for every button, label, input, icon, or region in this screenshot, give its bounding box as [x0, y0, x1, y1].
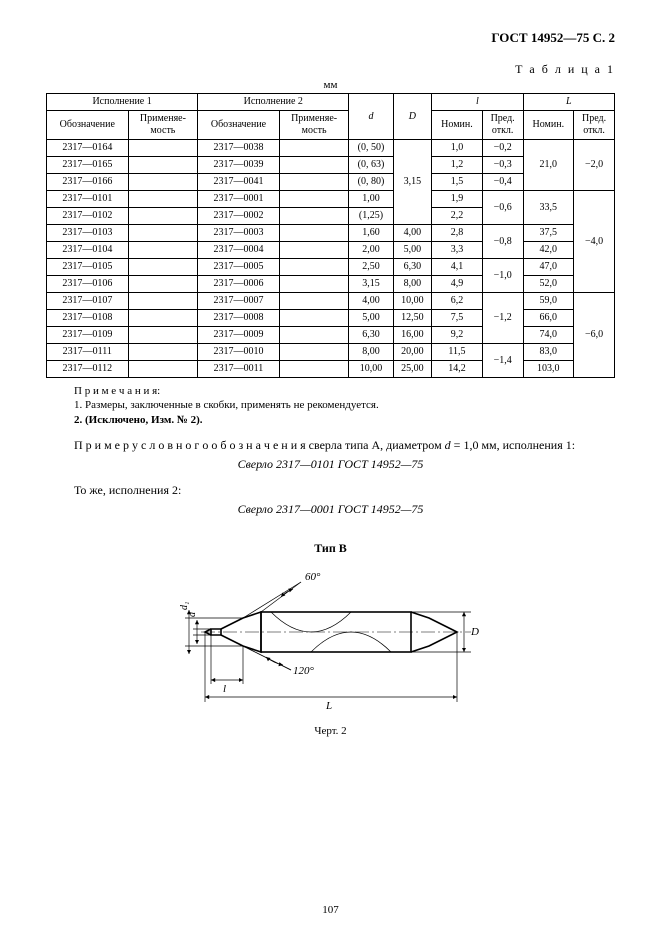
- angle-60: 60°: [305, 571, 321, 583]
- doc-header: ГОСТ 14952—75 С. 2: [46, 30, 615, 46]
- dim-d: d: [187, 611, 198, 617]
- col-app2: Применяе- мость: [279, 111, 349, 140]
- dim-L: L: [325, 700, 332, 712]
- page-number: 107: [0, 904, 661, 916]
- dim-l: l: [223, 683, 226, 695]
- col-des1: Обозначение: [47, 111, 129, 140]
- table-row: 2317—0103 2317—0003 1,60 4,00 2,8 −0,8 3…: [47, 225, 615, 242]
- col-D: D: [393, 94, 432, 140]
- drill-drawing: 60° 120° D d d₁ l L: [46, 562, 615, 717]
- col-L-nom: Номин.: [523, 111, 574, 140]
- table-row: 2317—0109 2317—0009 6,30 16,00 9,2 74,0: [47, 327, 615, 344]
- table-row: 2317—0105 2317—0005 2,50 6,30 4,1 −1,0 4…: [47, 259, 615, 276]
- col-d: d: [349, 94, 393, 140]
- col-l-dev: Пред. откл.: [482, 111, 523, 140]
- notes-title: П р и м е ч а н и я:: [74, 385, 160, 397]
- col-L-dev: Пред. откл.: [574, 111, 615, 140]
- example-2: Сверло 2317—0001 ГОСТ 14952—75: [46, 502, 615, 517]
- table-row: 2317—0101 2317—0001 1,00 1,9 −0,6 33,5 −…: [47, 191, 615, 208]
- dim-d1: d₁: [179, 602, 190, 610]
- table-row: 2317—0111 2317—0010 8,00 20,00 11,5 −1,4…: [47, 344, 615, 361]
- col-exec2: Исполнение 2: [198, 94, 349, 111]
- figure-caption: Черт. 2: [46, 725, 615, 737]
- col-exec1: Исполнение 1: [47, 94, 198, 111]
- notes-block: П р и м е ч а н и я: 1. Размеры, заключе…: [46, 384, 615, 427]
- table-row: 2317—0112 2317—0011 10,00 25,00 14,2 103…: [47, 361, 615, 378]
- table-row: 2317—0106 2317—0006 3,15 8,00 4,9 52,0: [47, 276, 615, 293]
- type-title: Тип В: [46, 541, 615, 556]
- example-1: Сверло 2317—0101 ГОСТ 14952—75: [46, 457, 615, 472]
- table-row: 2317—0107 2317—0007 4,00 10,00 6,2 −1,2 …: [47, 293, 615, 310]
- same-exec2: То же, исполнения 2:: [46, 482, 615, 498]
- note-2: 2. (Исключено, Изм. № 2).: [74, 414, 203, 426]
- col-des2: Обозначение: [198, 111, 280, 140]
- col-l-nom: Номин.: [432, 111, 483, 140]
- dim-D: D: [470, 626, 479, 638]
- note-1: 1. Размеры, заключенные в скобки, примен…: [74, 399, 379, 411]
- table-row: 2317—0108 2317—0008 5,00 12,50 7,5 66,0: [47, 310, 615, 327]
- table-row: 2317—0104 2317—0004 2,00 5,00 3,3 42,0: [47, 242, 615, 259]
- col-app1: Применяе- мость: [128, 111, 198, 140]
- example-lead: П р и м е р у с л о в н о г о о б о з н …: [46, 437, 615, 453]
- col-L: L: [523, 94, 614, 111]
- angle-120: 120°: [293, 665, 315, 677]
- dimensions-table: Исполнение 1 Исполнение 2 d D l L Обозна…: [46, 93, 615, 378]
- table-unit: мм: [46, 79, 615, 91]
- table-label: Т а б л и ц а 1: [46, 62, 615, 77]
- table-row: 2317—0164 2317—0038 (0, 50) 3,15 1,0 −0,…: [47, 140, 615, 157]
- col-l: l: [432, 94, 523, 111]
